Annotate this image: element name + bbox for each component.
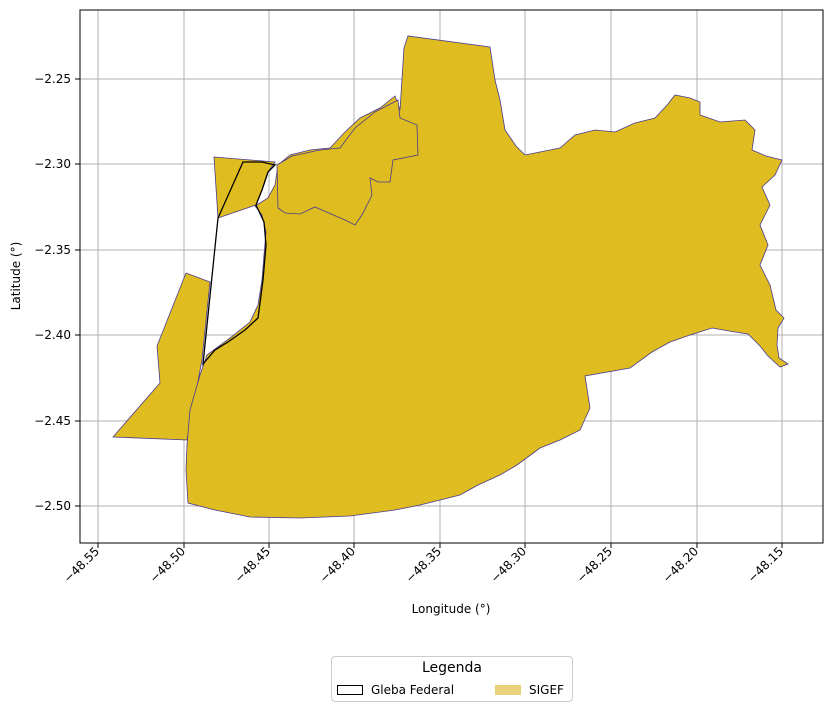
y-tick-label: −2.50 bbox=[34, 499, 71, 513]
x-tick-label: −48.35 bbox=[403, 544, 444, 585]
y-tick-label: −2.45 bbox=[34, 414, 71, 428]
filled-rect-icon bbox=[495, 685, 521, 695]
x-tick-label: −48.25 bbox=[574, 544, 615, 585]
gleba-federal bbox=[202, 161, 277, 367]
plot-frame bbox=[79, 9, 824, 544]
x-tick-label: −48.20 bbox=[660, 544, 701, 585]
x-tick-labels: −48.55 −48.50 −48.45 −48.40 −48.35 −48.3… bbox=[61, 544, 786, 585]
outline-rect-icon bbox=[337, 685, 363, 695]
legend-title: Legenda bbox=[421, 660, 482, 676]
y-tick-label: −2.40 bbox=[34, 328, 71, 342]
x-tick-label: −48.50 bbox=[147, 544, 188, 585]
legend-item-sigef: SIGEF bbox=[495, 683, 564, 697]
legend-label: SIGEF bbox=[529, 683, 564, 697]
x-tick-label: −48.45 bbox=[232, 544, 273, 585]
y-tick-label: −2.35 bbox=[34, 243, 71, 257]
sigef-polygons bbox=[112, 35, 789, 519]
x-tick-label: −48.55 bbox=[61, 544, 102, 585]
legend: Legenda Gleba Federal SIGEF bbox=[331, 656, 573, 702]
y-tick-label: −2.25 bbox=[34, 72, 71, 86]
x-tick-label: −48.15 bbox=[745, 544, 786, 585]
y-tick-label: −2.30 bbox=[34, 157, 71, 171]
y-tick-labels: −2.25 −2.30 −2.35 −2.40 −2.45 −2.50 bbox=[34, 72, 71, 513]
legend-label: Gleba Federal bbox=[371, 683, 455, 697]
sigef-parcel-center-north bbox=[276, 99, 419, 226]
x-tick-label: −48.40 bbox=[317, 544, 358, 585]
x-tick-label: −48.30 bbox=[488, 544, 529, 585]
y-ticks bbox=[75, 78, 80, 507]
x-axis-label: Longitude (°) bbox=[412, 602, 491, 616]
legend-item-gleba-federal: Gleba Federal bbox=[337, 683, 454, 697]
x-ticks bbox=[97, 543, 783, 548]
y-axis-label: Latitude (°) bbox=[9, 242, 23, 311]
gleba-federal-outline bbox=[202, 161, 277, 367]
